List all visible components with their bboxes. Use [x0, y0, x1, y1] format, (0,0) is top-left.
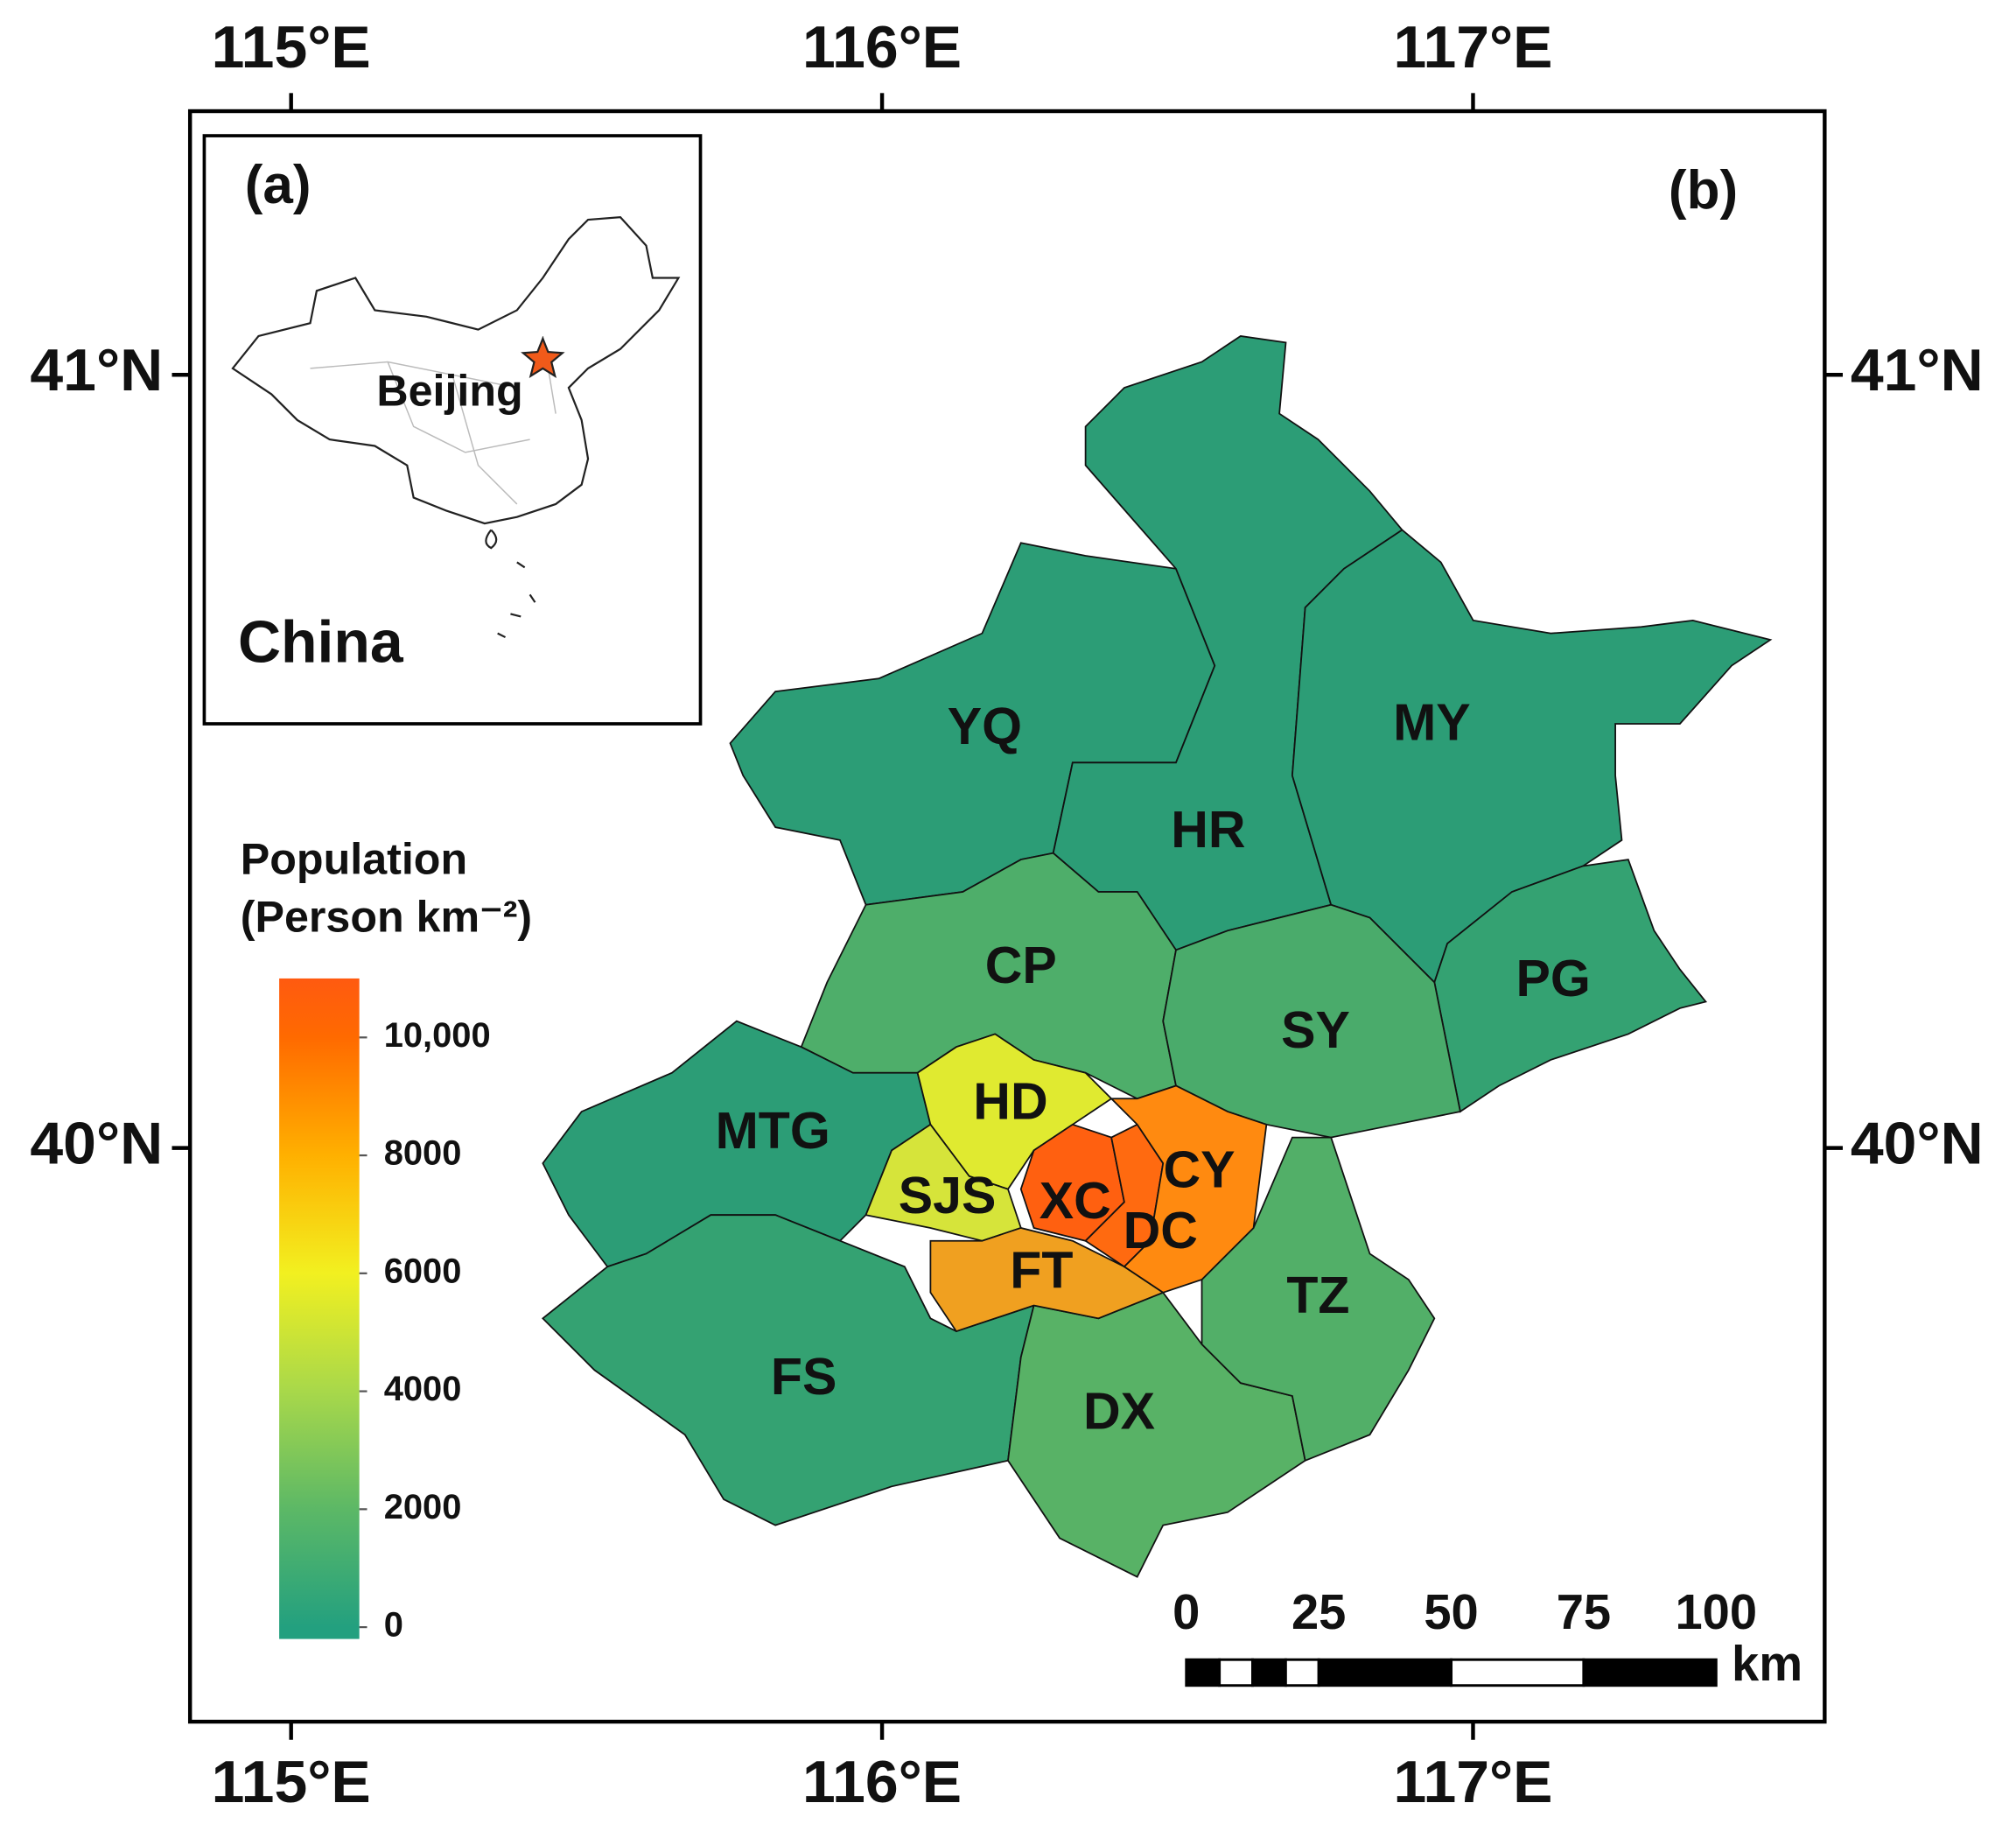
map-frame	[187, 109, 1827, 1724]
colorbar	[279, 978, 360, 1639]
district	[1291, 529, 1773, 985]
scale-segment	[1450, 1658, 1586, 1687]
y-tick-label: 41°N	[1851, 338, 1984, 403]
province-lines	[310, 335, 556, 505]
scale-label: 0	[1172, 1584, 1200, 1639]
x-tick-label: 116°E	[802, 15, 962, 81]
x-tick-label: 116°E	[802, 1750, 962, 1815]
scale-label: 100	[1675, 1584, 1757, 1639]
district-label: HD	[973, 1072, 1047, 1130]
city-label: Beijing	[376, 367, 522, 416]
district-label: XC	[1040, 1172, 1111, 1230]
y-tick-label: 40°N	[30, 1112, 163, 1177]
country-label: China	[238, 609, 404, 675]
scale-segment	[1251, 1658, 1287, 1687]
x-tick-label: 115°E	[212, 1750, 371, 1815]
scale-segment	[1582, 1658, 1718, 1687]
x-tick-label: 115°E	[212, 15, 371, 81]
district-label: TZ	[1286, 1266, 1349, 1324]
colorbar-tick-label: 4000	[384, 1370, 462, 1408]
y-tick-label: 41°N	[30, 338, 163, 403]
scale-unit: km	[1732, 1636, 1802, 1691]
scale-segment	[1284, 1658, 1320, 1687]
inset: (a) Beijing China	[202, 134, 703, 726]
district-label: HR	[1171, 801, 1245, 859]
colorbar-tick-label: 6000	[384, 1252, 462, 1290]
scale-label: 75	[1557, 1584, 1611, 1639]
district-label: CY	[1164, 1141, 1236, 1199]
district-label: FT	[1010, 1242, 1073, 1300]
district-layer	[542, 335, 1773, 1578]
district	[1007, 1291, 1306, 1578]
district-label: SY	[1281, 1001, 1350, 1059]
district-label: FS	[771, 1348, 836, 1406]
district	[1110, 1084, 1268, 1294]
inset-panel-label: (a)	[245, 155, 312, 215]
scale-segment	[1317, 1658, 1453, 1687]
district-label: PG	[1516, 950, 1591, 1007]
x-tick-label: 117°E	[1393, 15, 1552, 81]
district-label: MTG	[716, 1102, 830, 1160]
colorbar-tick-label: 0	[384, 1606, 403, 1645]
district-label: CP	[985, 937, 1057, 994]
district	[1200, 1136, 1436, 1462]
colorbar-tick-label: 10,000	[384, 1016, 491, 1055]
scale-label: 50	[1424, 1584, 1478, 1639]
islands	[485, 529, 536, 639]
scale-segment	[1185, 1658, 1222, 1687]
legend-unit: (Person km⁻²)	[241, 893, 532, 942]
y-tick-label: 40°N	[1851, 1112, 1984, 1177]
beijing-star	[521, 335, 565, 379]
scale-segment	[1218, 1658, 1254, 1687]
scale-label: 25	[1292, 1584, 1346, 1639]
panel-label: (b)	[1669, 160, 1738, 221]
district-label: SJS	[899, 1167, 997, 1224]
legend-title: Population	[241, 834, 467, 883]
district-label: MY	[1393, 694, 1471, 752]
colorbar-tick-label: 2000	[384, 1488, 462, 1526]
district-label: DX	[1083, 1383, 1155, 1441]
colorbar-tick-label: 8000	[384, 1134, 462, 1173]
district-label: YQ	[948, 698, 1022, 755]
x-tick-label: 117°E	[1393, 1750, 1552, 1815]
china-outline	[231, 215, 681, 525]
district-label: DC	[1124, 1202, 1198, 1259]
